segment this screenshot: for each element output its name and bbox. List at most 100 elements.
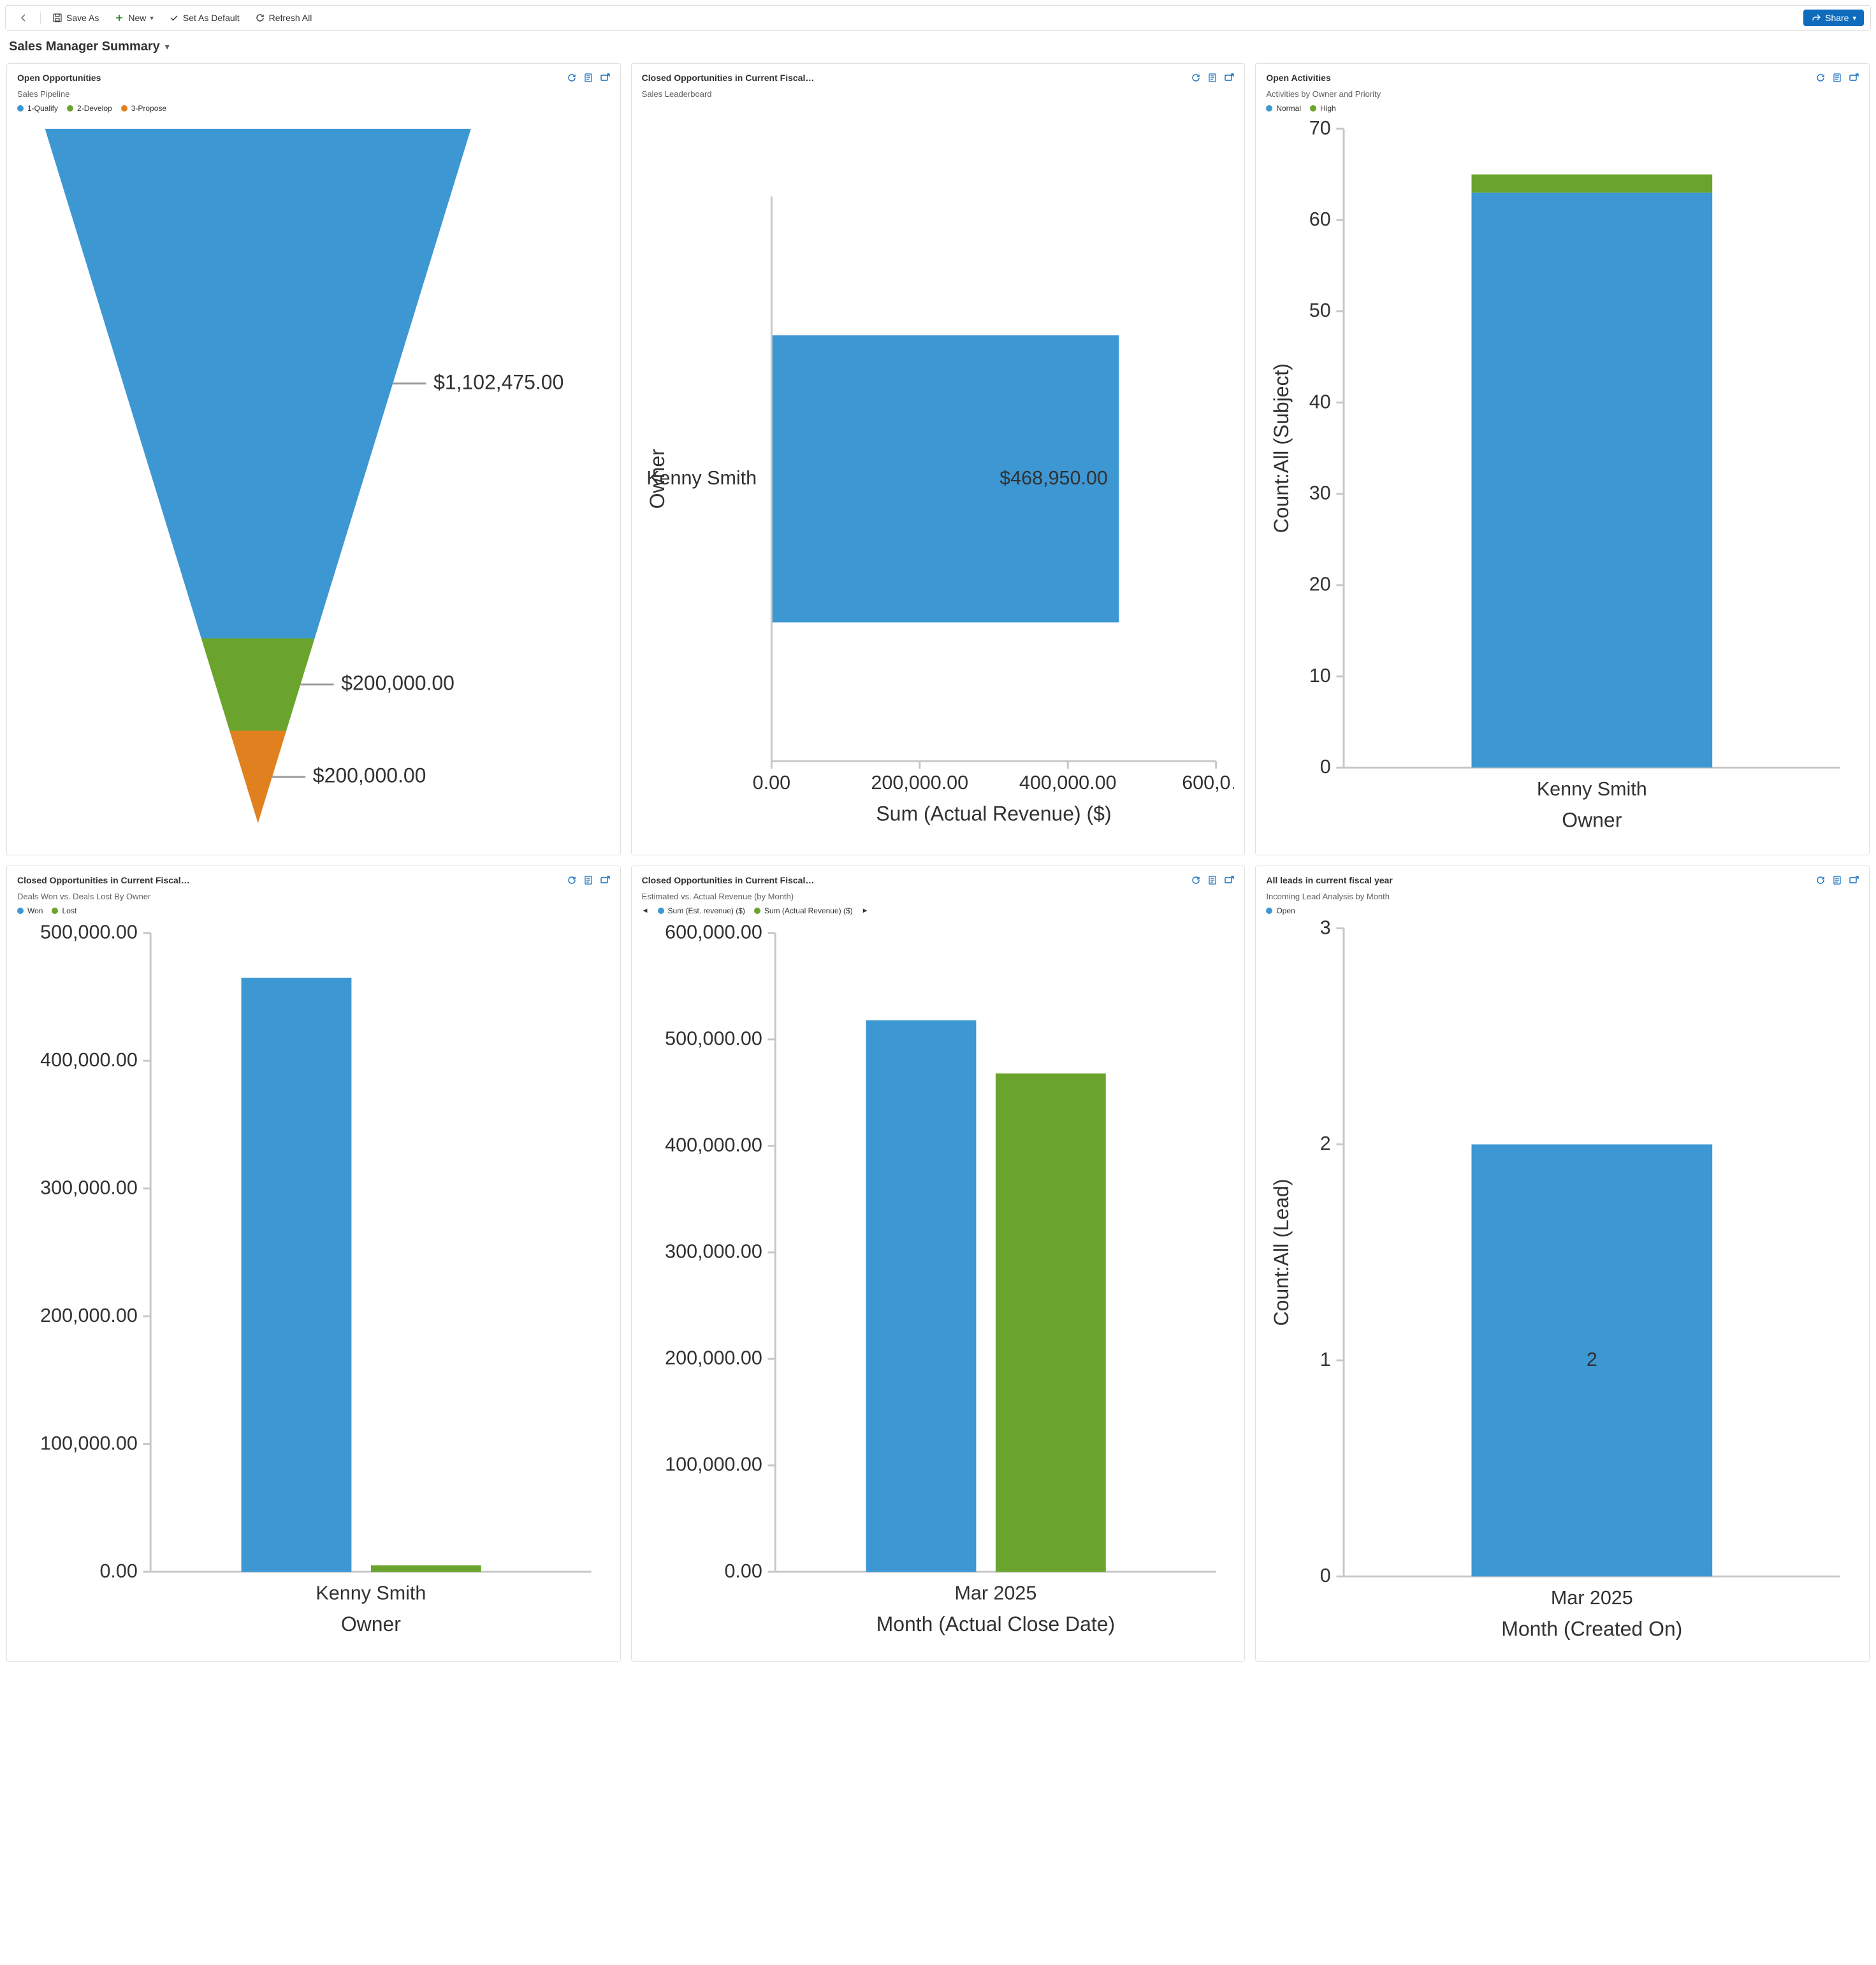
view-records-icon[interactable]	[1207, 875, 1218, 885]
svg-text:200,000.00: 200,000.00	[665, 1347, 762, 1369]
arrow-left-icon	[18, 13, 29, 23]
view-records-icon[interactable]	[1832, 73, 1842, 83]
card-subtitle: Deals Won vs. Deals Lost By Owner	[17, 892, 610, 901]
svg-text:Kenny Smith: Kenny Smith	[1537, 778, 1647, 800]
card-subtitle: Sales Leaderboard	[642, 89, 1235, 99]
chart-legend: 1-Qualify 2-Develop 3-Propose	[17, 104, 610, 113]
set-default-button[interactable]: Set As Default	[163, 10, 246, 26]
legend-item[interactable]: Sum (Actual Revenue) ($)	[754, 906, 853, 915]
refresh-icon[interactable]	[1815, 875, 1826, 885]
new-button[interactable]: New ▾	[108, 10, 160, 26]
svg-text:2: 2	[1320, 1133, 1331, 1154]
share-button[interactable]: Share ▾	[1803, 10, 1864, 26]
legend-item[interactable]: Lost	[52, 906, 76, 915]
chart-legend: Normal High	[1266, 104, 1859, 113]
svg-text:400,000.00: 400,000.00	[1019, 772, 1117, 794]
card-title: Closed Opportunities in Current Fiscal…	[642, 875, 1185, 885]
card-open-opportunities: Open Opportunities Sales Pipeline 1-Qual…	[6, 63, 621, 855]
svg-text:400,000.00: 400,000.00	[40, 1049, 138, 1071]
card-open-activities: Open Activities Activities by Owner and …	[1255, 63, 1870, 855]
horizontal-bar-chart[interactable]: Owner$468,950.00Kenny Smith0.00200,000.0…	[642, 104, 1235, 845]
card-title: Open Activities	[1266, 73, 1809, 83]
card-title: Closed Opportunities in Current Fiscal…	[17, 875, 560, 885]
refresh-icon[interactable]	[1191, 875, 1201, 885]
svg-text:300,000.00: 300,000.00	[40, 1177, 138, 1199]
svg-text:Mar 2025: Mar 2025	[1551, 1587, 1633, 1609]
expand-icon[interactable]	[600, 875, 610, 885]
legend-item[interactable]: Won	[17, 906, 43, 915]
stacked-bar-chart[interactable]: 010203040506070Count:All (Subject)Kenny …	[1266, 117, 1859, 845]
legend-label: 1-Qualify	[27, 104, 58, 113]
legend-item[interactable]: Normal	[1266, 104, 1301, 113]
view-records-icon[interactable]	[1207, 73, 1218, 83]
view-records-icon[interactable]	[1832, 875, 1842, 885]
svg-text:200,000.00: 200,000.00	[40, 1305, 138, 1326]
view-records-icon[interactable]	[583, 73, 593, 83]
back-button[interactable]	[12, 10, 35, 26]
expand-icon[interactable]	[1849, 875, 1859, 885]
expand-icon[interactable]	[600, 73, 610, 83]
svg-text:100,000.00: 100,000.00	[40, 1432, 138, 1454]
svg-text:600,0…: 600,0…	[1182, 772, 1234, 794]
legend-item[interactable]: 1-Qualify	[17, 104, 58, 113]
legend-swatch	[658, 908, 664, 914]
legend-label: High	[1320, 104, 1336, 113]
chevron-down-icon: ▾	[1852, 14, 1856, 22]
legend-item[interactable]: 3-Propose	[121, 104, 166, 113]
legend-item[interactable]: 2-Develop	[67, 104, 112, 113]
svg-text:$200,000.00: $200,000.00	[313, 764, 426, 787]
svg-text:10: 10	[1309, 665, 1331, 686]
svg-text:Count:All (Subject): Count:All (Subject)	[1270, 363, 1293, 533]
refresh-icon[interactable]	[1815, 73, 1826, 83]
refresh-button[interactable]: Refresh All	[249, 10, 319, 26]
expand-icon[interactable]	[1849, 73, 1859, 83]
refresh-icon[interactable]	[567, 73, 577, 83]
svg-text:400,000.00: 400,000.00	[665, 1135, 762, 1156]
expand-icon[interactable]	[1224, 73, 1234, 83]
legend-next-icon[interactable]: ►	[862, 907, 869, 915]
svg-text:3: 3	[1320, 919, 1331, 938]
legend-swatch	[52, 908, 58, 914]
legend-item[interactable]: Sum (Est. revenue) ($)	[658, 906, 745, 915]
grouped-bar-chart[interactable]: 0.00 100,000.00 200,000.00 300,000.00 400,00…	[642, 919, 1235, 1651]
legend-item[interactable]: Open	[1266, 906, 1295, 915]
legend-item[interactable]: High	[1310, 104, 1336, 113]
svg-text:600,000.00: 600,000.00	[665, 922, 762, 943]
svg-text:30: 30	[1309, 482, 1331, 504]
card-deals-won-lost: Closed Opportunities in Current Fiscal… …	[6, 866, 621, 1662]
svg-text:500,000.00: 500,000.00	[40, 922, 138, 943]
legend-label: Open	[1276, 906, 1295, 915]
svg-text:Owner: Owner	[1562, 808, 1622, 831]
set-default-label: Set As Default	[183, 13, 240, 23]
legend-label: Lost	[62, 906, 76, 915]
checkmark-icon	[169, 13, 179, 23]
svg-text:0.00: 0.00	[724, 1560, 762, 1582]
refresh-icon[interactable]	[1191, 73, 1201, 83]
dashboard-grid: Open Opportunities Sales Pipeline 1-Qual…	[5, 63, 1871, 1662]
svg-text:100,000.00: 100,000.00	[665, 1454, 762, 1476]
expand-icon[interactable]	[1224, 875, 1234, 885]
save-as-label: Save As	[66, 13, 99, 23]
page-title-row: Sales Manager Summary ▾	[5, 31, 1871, 63]
save-as-button[interactable]: Save As	[46, 10, 105, 26]
chevron-down-icon[interactable]: ▾	[165, 41, 170, 52]
refresh-icon[interactable]	[567, 875, 577, 885]
bar-chart[interactable]: 0123Count:All (Lead)2Mar 2025Month (Crea…	[1266, 919, 1859, 1651]
view-records-icon[interactable]	[583, 875, 593, 885]
svg-text:0: 0	[1320, 1565, 1331, 1586]
grouped-bar-chart[interactable]: 0.00100,000.00200,000.00300,000.00400,00…	[17, 919, 610, 1651]
card-actions	[567, 73, 610, 83]
svg-text:500,000.00: 500,000.00	[665, 1028, 762, 1050]
svg-text:$200,000.00: $200,000.00	[341, 672, 454, 695]
card-actions	[1191, 73, 1234, 83]
svg-text:Owner: Owner	[341, 1613, 401, 1635]
card-subtitle: Incoming Lead Analysis by Month	[1266, 892, 1859, 901]
svg-text:60: 60	[1309, 208, 1331, 230]
funnel-chart[interactable]: $1,102,475.00$200,000.00$200,000.00	[17, 117, 610, 845]
svg-text:300,000.00: 300,000.00	[665, 1241, 762, 1263]
legend-swatch	[67, 105, 73, 112]
svg-text:0.00: 0.00	[752, 772, 790, 794]
legend-swatch	[1266, 105, 1272, 112]
svg-text:Count:All (Lead): Count:All (Lead)	[1270, 1179, 1293, 1326]
legend-prev-icon[interactable]: ◄	[642, 907, 649, 915]
